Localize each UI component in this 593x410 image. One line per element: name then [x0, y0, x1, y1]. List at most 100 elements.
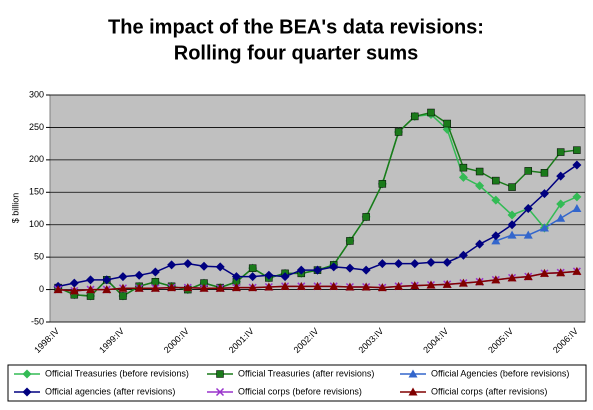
data-point	[491, 195, 501, 205]
data-point	[523, 204, 533, 213]
data-point	[410, 281, 420, 290]
data-point	[507, 220, 517, 230]
data-point	[150, 283, 160, 292]
legend-marker	[216, 370, 224, 378]
data-point	[442, 257, 452, 267]
data-point	[53, 285, 63, 294]
data-point	[329, 281, 339, 290]
data-point	[377, 259, 387, 269]
data-point	[377, 283, 387, 292]
data-point	[313, 281, 322, 290]
legend-label: Official corps (before revisions)	[238, 386, 362, 396]
data-point	[264, 270, 274, 280]
data-point	[491, 236, 501, 245]
data-point	[442, 279, 452, 288]
data-point	[572, 160, 582, 170]
data-point	[199, 261, 209, 271]
data-point	[199, 283, 209, 292]
data-point	[556, 213, 566, 222]
data-point	[475, 239, 485, 249]
data-point	[491, 231, 501, 241]
legend-label: Official corps (after revisions)	[431, 386, 547, 396]
data-point	[167, 283, 177, 292]
data-point	[362, 213, 370, 221]
data-point	[573, 146, 581, 154]
y-tick-label: 150	[29, 187, 44, 197]
data-point	[507, 230, 517, 239]
data-point	[231, 272, 241, 282]
data-point	[475, 181, 485, 191]
legend-label: Official Treasuries (after revisions)	[238, 368, 374, 378]
data-point	[69, 286, 79, 295]
y-axis-label: $ billion	[10, 193, 20, 224]
data-point	[411, 112, 419, 121]
y-tick-label: 250	[29, 122, 44, 132]
data-point	[134, 283, 144, 292]
data-point	[118, 283, 128, 292]
data-point	[458, 278, 468, 287]
y-tick-label: 50	[34, 252, 44, 262]
data-point	[313, 265, 322, 275]
legend-label: Official Agencies (before revisions)	[431, 368, 569, 378]
legend-marker	[215, 387, 225, 397]
data-point	[523, 230, 533, 239]
data-point	[539, 268, 549, 277]
data-point	[150, 267, 160, 277]
data-point	[539, 189, 549, 199]
data-point	[248, 272, 258, 282]
data-point	[556, 171, 566, 181]
legend-marker	[22, 369, 32, 379]
legend	[7, 364, 587, 402]
data-point	[280, 281, 290, 290]
chart-title: The impact of the BEA's data revisions:	[108, 16, 484, 38]
data-point	[119, 292, 127, 300]
data-point	[507, 210, 517, 220]
data-point	[361, 282, 371, 291]
legend-marker	[408, 387, 418, 396]
data-point	[296, 281, 306, 290]
data-point	[69, 278, 79, 288]
chart-subtitle: Rolling four quarter sums	[174, 42, 418, 64]
data-point	[394, 128, 403, 136]
y-tick-label: -50	[31, 316, 44, 326]
data-point	[572, 192, 582, 202]
data-point	[572, 266, 582, 275]
data-point	[215, 283, 225, 292]
data-point	[183, 283, 193, 292]
data-point	[183, 259, 193, 269]
data-point	[264, 282, 274, 291]
legend-label: Official Treasuries (before revisions)	[45, 368, 189, 378]
data-point	[248, 283, 258, 292]
data-point	[539, 223, 549, 232]
data-point	[475, 167, 484, 176]
data-point	[572, 204, 582, 212]
data-point	[458, 172, 468, 182]
data-point	[508, 183, 516, 191]
data-point	[556, 148, 565, 156]
data-point	[102, 275, 112, 285]
data-point	[361, 265, 371, 275]
y-tick-label: 0	[39, 284, 44, 294]
legend-marker	[408, 369, 418, 378]
y-tick-label: 300	[29, 89, 44, 99]
data-point	[118, 272, 128, 282]
data-point	[346, 237, 354, 245]
data-point	[540, 169, 549, 177]
data-point	[329, 262, 339, 272]
data-point	[248, 264, 257, 272]
legend-marker	[22, 387, 32, 397]
data-point	[507, 273, 517, 282]
data-point	[556, 199, 566, 209]
data-point	[345, 263, 355, 273]
data-point	[427, 108, 435, 117]
data-point	[102, 285, 112, 294]
data-point	[524, 167, 533, 175]
data-point	[459, 163, 468, 172]
data-point	[394, 259, 404, 269]
data-point	[458, 250, 468, 260]
legend-label: Official agencies (after revisions)	[45, 386, 175, 396]
data-point	[86, 292, 95, 300]
data-point	[556, 268, 566, 277]
data-point	[345, 282, 355, 291]
